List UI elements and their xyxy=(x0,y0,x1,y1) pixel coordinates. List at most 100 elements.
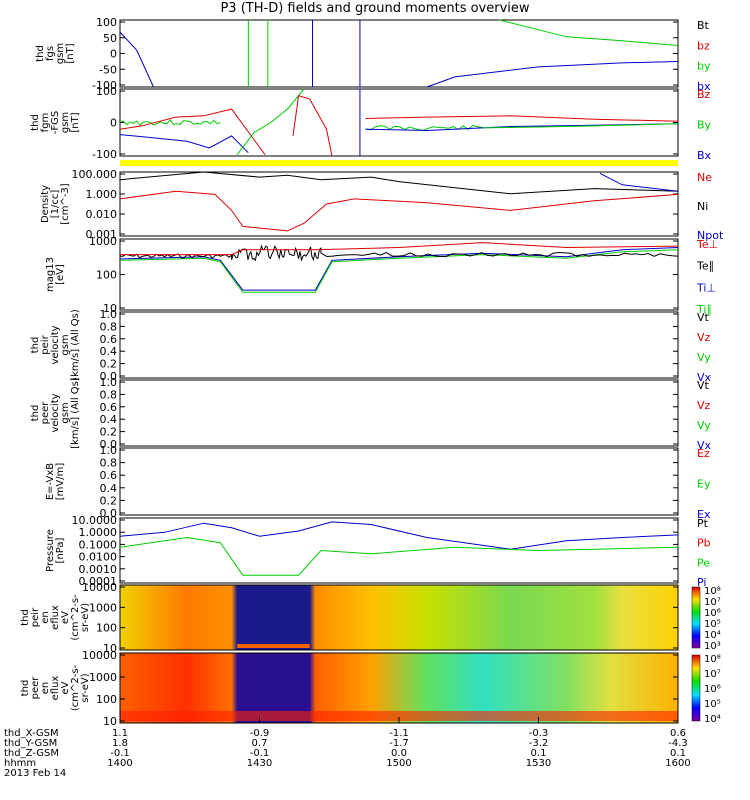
series-Te-perp xyxy=(120,242,679,256)
legend-entry: Pb xyxy=(697,537,711,550)
colorbar-label: 10⁸ xyxy=(704,586,721,597)
ytick-label: 100.000 xyxy=(72,168,118,181)
ylabel: peir xyxy=(30,607,41,627)
ylabel: [nT] xyxy=(65,43,76,63)
xaxis-value: 0.1 xyxy=(531,748,547,759)
colorbar-label: 10⁴ xyxy=(704,630,721,641)
ylabel: [mV/m] xyxy=(55,463,66,501)
ytick-label: 0 xyxy=(110,48,117,61)
series-Ne xyxy=(119,190,679,232)
ylabel: -FGS xyxy=(50,111,61,134)
series-Bz xyxy=(292,95,333,157)
ytick-label: 1.0 xyxy=(100,308,118,321)
xaxis-row-label: hhmm xyxy=(4,758,36,769)
legend-entry: Vz xyxy=(697,399,711,412)
ylabel: gsm xyxy=(60,112,71,133)
ylabel: E=-VxB xyxy=(45,463,56,500)
legend-entry: Te∥ xyxy=(696,260,714,273)
ylabel: en xyxy=(40,611,51,624)
xaxis-value: -1.1 xyxy=(389,728,409,739)
ytick-label: 50 xyxy=(103,32,117,45)
series-Npot xyxy=(599,172,679,192)
xaxis-value: -0.3 xyxy=(529,728,549,739)
legend-entry: Vt xyxy=(697,379,710,392)
xaxis-value: -0.1 xyxy=(250,748,270,759)
ytick-label: 10 xyxy=(103,715,117,728)
colorbar-label: 10⁸ xyxy=(704,654,721,665)
ytick-label: 100 xyxy=(96,622,117,635)
xaxis-value: 1500 xyxy=(386,758,411,769)
ylabel: eV xyxy=(60,611,71,624)
ytick-label: 0.6 xyxy=(100,401,118,414)
ylabel: [cm^-3] xyxy=(60,183,71,224)
xaxis-row-label: thd_Z-GSM xyxy=(4,748,59,759)
legend-entry: Ez xyxy=(697,447,710,460)
panel-frame xyxy=(119,19,679,88)
xaxis-value: 1430 xyxy=(247,758,272,769)
ytick-label: 1000 xyxy=(89,671,117,684)
date-label: 2013 Feb 14 xyxy=(4,768,66,779)
ytick-label: 1.000 xyxy=(86,188,118,201)
ytick-label: 100 xyxy=(96,269,117,282)
panel-frame xyxy=(119,447,679,516)
ytick-label: 10000 xyxy=(82,581,117,594)
chart-title: P3 (TH-D) fields and ground moments over… xyxy=(220,1,530,16)
xaxis-value: 1400 xyxy=(107,758,132,769)
ylabel: thd xyxy=(20,609,31,626)
electron-spectrogram-band xyxy=(120,711,678,721)
xaxis-value: -0.1 xyxy=(110,748,130,759)
ytick-label: 0.8 xyxy=(100,320,118,333)
ylabel: peer xyxy=(30,676,41,700)
ylabel: velocity xyxy=(50,393,61,432)
ylabel: thd xyxy=(30,337,41,354)
ytick-label: 100 xyxy=(96,85,117,98)
colorbar-label: 10⁶ xyxy=(704,608,721,619)
xaxis-value: 1600 xyxy=(665,758,690,769)
xaxis-value: 1.1 xyxy=(112,728,128,739)
ylabel: peer xyxy=(40,401,51,425)
ylabel: Pressure xyxy=(45,529,56,572)
ytick-label: 0.2 xyxy=(100,494,118,507)
ytick-label: 0.0100 xyxy=(79,551,118,564)
legend-entry: Vy xyxy=(697,419,711,432)
xaxis-value: -1.7 xyxy=(389,738,409,749)
ylabel: mag13 xyxy=(45,257,56,292)
xaxis-value: 1.8 xyxy=(112,738,128,749)
ylabel: eV xyxy=(60,681,71,694)
legend-entry: Pt xyxy=(697,517,709,530)
ytick-label: 100 xyxy=(96,16,117,29)
ytick-label: 10000 xyxy=(82,649,117,662)
ylabel: [1/cc] xyxy=(50,190,61,219)
ylabel: thd xyxy=(20,680,31,697)
legend-entry: Pi xyxy=(697,576,706,589)
legend-entry: by xyxy=(697,60,711,73)
ylabel: Density xyxy=(40,185,51,223)
legend-entry: Vy xyxy=(697,351,711,364)
ion-spectrogram-band xyxy=(237,644,310,648)
xaxis-value: 0.7 xyxy=(252,738,268,749)
legend-entry: Ex xyxy=(697,508,711,521)
ytick-label: 0.0001 xyxy=(79,575,118,588)
xaxis-value: 0.6 xyxy=(670,728,686,739)
colorbar-label: 10⁶ xyxy=(704,684,721,695)
ytick-label: 100 xyxy=(96,693,117,706)
legend-entry: By xyxy=(697,119,712,132)
ylabel: peir xyxy=(40,334,51,354)
legend-entry: Bt xyxy=(697,19,710,32)
ytick-label: 1.0000 xyxy=(79,526,118,539)
series-Ti-para xyxy=(119,249,679,293)
legend-entry: Vt xyxy=(697,311,710,324)
ytick-label: -50 xyxy=(99,63,117,76)
ytick-label: 10 xyxy=(103,642,117,655)
ylabel: sr-eV) xyxy=(80,603,91,632)
ytick-label: 0.0010 xyxy=(79,563,118,576)
panel-frame xyxy=(119,379,679,447)
legend-entry: bz xyxy=(697,39,710,52)
legend-entry: Bx xyxy=(697,149,712,162)
colorbar-label: 10³ xyxy=(704,641,721,652)
ylabel: [km/s] (All Qs) xyxy=(70,309,81,381)
series-By xyxy=(236,88,305,156)
ytick-label: 10 xyxy=(103,302,117,315)
ylabel: thd xyxy=(30,405,41,422)
ytick-label: 1.0 xyxy=(100,376,118,389)
